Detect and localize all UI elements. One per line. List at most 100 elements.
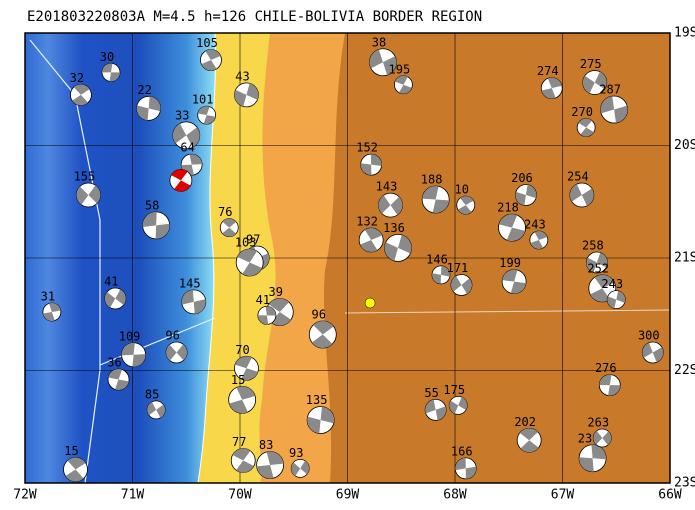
beachball: [172, 121, 201, 150]
ball-compression: [136, 96, 161, 121]
depth-label: 15: [231, 373, 245, 387]
beachball: [234, 355, 259, 381]
ball-compression: [181, 154, 203, 176]
ball-compression: [593, 430, 612, 446]
y-tick-label: 22S: [674, 363, 695, 378]
depth-label: 276: [595, 361, 617, 375]
depth-label: 76: [218, 205, 232, 219]
beachball: [498, 213, 526, 242]
beachball: [181, 289, 207, 315]
depth-label: 199: [499, 256, 521, 270]
ball-compression: [291, 460, 310, 476]
x-tick-label: 68W: [443, 488, 467, 503]
depth-label: 188: [421, 173, 443, 187]
depth-label: 55: [424, 386, 438, 400]
depth-label: 96: [312, 308, 326, 322]
beachball: [515, 184, 537, 206]
ball-compression: [147, 401, 166, 418]
depth-label: 109: [119, 329, 141, 343]
ball-compression: [457, 196, 474, 215]
depth-label: 22: [137, 83, 151, 97]
depth-label: 85: [145, 387, 159, 401]
ball-compression: [257, 306, 276, 325]
depth-label: 41: [104, 275, 118, 289]
ball-compression: [172, 123, 200, 148]
ball-compression: [384, 234, 412, 261]
beachball: [540, 77, 563, 100]
depth-label: 83: [259, 438, 273, 452]
beachball: [360, 153, 383, 176]
ball-compression: [369, 49, 397, 76]
beachball: [378, 192, 403, 218]
ball-compression: [171, 169, 191, 192]
beachball: [107, 368, 130, 391]
ball-compression: [502, 269, 527, 294]
ball-compression: [394, 75, 412, 94]
beachball: [42, 302, 62, 322]
beachball: [290, 458, 310, 478]
ball-compression: [76, 185, 101, 205]
beachball: [358, 227, 384, 253]
depth-label: 10: [455, 183, 469, 197]
ball-compression: [229, 386, 256, 414]
beachball: [592, 428, 612, 448]
depth-label: 258: [582, 239, 604, 253]
ball-compression: [222, 218, 237, 237]
depth-label: 36: [107, 356, 121, 370]
depth-label: 105: [196, 36, 218, 50]
ball-compression: [607, 290, 626, 309]
beachball: [369, 48, 397, 77]
depth-label: 218: [497, 201, 519, 215]
depth-label: 143: [376, 180, 398, 194]
depth-label: 243: [601, 277, 623, 291]
x-tick-label: 72W: [13, 488, 37, 503]
beachball: [600, 95, 628, 124]
beachball: [598, 374, 621, 397]
ball-compression: [65, 457, 86, 482]
frame: [24, 32, 671, 484]
beachball: [146, 400, 166, 420]
ball-compression: [360, 154, 382, 176]
ball-compression: [579, 444, 607, 472]
beachball: [121, 342, 146, 368]
depth-label: 15: [64, 444, 78, 458]
beachball: [256, 451, 285, 479]
ball-compression: [201, 49, 221, 71]
depth-label: 64: [180, 141, 194, 155]
ball-compression: [307, 406, 335, 434]
ball-compression: [232, 448, 254, 473]
depth-label: 195: [389, 62, 411, 76]
ball-compression: [599, 374, 621, 396]
depth-label: 152: [356, 141, 378, 155]
ball-compression: [519, 428, 539, 453]
beachball: [641, 341, 664, 364]
ball-compression: [378, 195, 403, 215]
depth-label: 136: [383, 221, 405, 235]
ball-compression: [590, 274, 615, 302]
beachball: [142, 211, 171, 240]
depth-label: 263: [587, 416, 609, 430]
ball-compression: [121, 342, 146, 367]
beachball: [529, 230, 549, 250]
ball-compression: [432, 265, 451, 284]
border-line: [344, 309, 671, 314]
depth-label: 96: [165, 329, 179, 343]
beachball: [63, 457, 88, 482]
ball-compression: [450, 276, 472, 294]
depth-label: 274: [537, 64, 559, 78]
depth-label: 145: [179, 276, 201, 290]
depth-label: 287: [599, 83, 621, 97]
beachball: [200, 49, 222, 71]
depth-label: 171: [447, 261, 469, 275]
beachball: [180, 153, 203, 176]
ball-compression: [515, 184, 537, 206]
ball-compression: [498, 214, 526, 242]
ball-compression: [311, 321, 334, 349]
ball-compression: [234, 356, 258, 381]
depth-label: 275: [580, 57, 602, 71]
ball-compression: [569, 184, 594, 206]
beachball: [586, 251, 608, 274]
beachball: [431, 265, 451, 285]
